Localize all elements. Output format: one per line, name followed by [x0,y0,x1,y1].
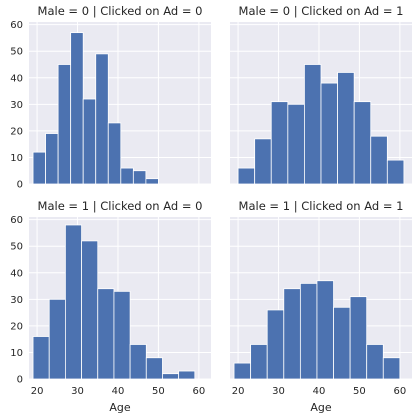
y-tick-label: 40 [10,73,23,84]
histogram-bar [45,133,59,185]
histogram-bar [333,306,351,380]
histogram-bar [316,280,334,380]
y-tick-label: 0 [17,180,23,191]
histogram-bar [81,240,99,380]
histogram-bar [162,373,180,380]
x-axis-label: Age [310,401,332,414]
facet-panel-1: Male = 0 | Clicked on Ad = 0 0 10 20 30 40 50 6… [10,4,211,191]
x-axis-label: Age [109,401,131,414]
histogram-bar [382,357,401,380]
histogram-bar [120,167,134,185]
histogram-bar [283,288,301,380]
histogram-bar [48,298,66,380]
histogram-bar [270,101,289,185]
panel-title: Male = 1 | Clicked on Ad = 1 [239,199,404,213]
histogram-bar [82,98,97,185]
y-tick-label: 20 [10,321,23,332]
panel-title: Male = 0 | Clicked on Ad = 1 [239,4,404,18]
y-tick-label: 20 [10,126,23,137]
y-tick-label: 30 [10,100,23,111]
histogram-bar [113,290,131,380]
histogram-bar [129,344,147,380]
histogram-bar [70,32,84,185]
y-tick-label: 50 [10,47,23,58]
x-tick-label: 30 [272,386,285,397]
histogram-bar [145,178,159,185]
y-tick-label: 60 [10,20,23,31]
x-tick-label: 20 [232,386,245,397]
y-tick-label: 60 [10,215,23,226]
x-tick-label: 60 [192,386,205,397]
histogram-bar [299,282,318,380]
histogram-bar [386,159,405,185]
histogram-bar [132,170,147,185]
y-tick-label: 50 [10,242,23,253]
histogram-bar [353,101,372,185]
histogram-bar [233,362,252,380]
x-tick-label: 40 [313,386,326,397]
histogram-bar [65,224,82,380]
histogram-bar [237,167,256,185]
histogram-bar [287,103,305,185]
histogram-bar [349,296,368,380]
histogram-bar [97,288,115,380]
histogram-bar [57,64,72,185]
histogram-bar [370,135,388,185]
x-tick-label: 60 [393,386,406,397]
x-tick-label: 50 [353,386,366,397]
histogram-bar [95,53,109,185]
y-tick-label: 40 [10,268,23,279]
x-tick-label: 30 [71,386,84,397]
histogram-bar [320,82,338,185]
facet-panel-2: Male = 0 | Clicked on Ad = 1 [230,4,412,185]
y-tick-label: 10 [10,348,23,359]
histogram-bar [254,138,272,185]
histogram-bar [337,72,355,185]
histogram-bar [32,336,50,380]
y-tick-label: 0 [17,375,23,386]
histogram-bar [145,357,163,380]
histogram-bar [32,151,46,185]
panel-title: Male = 1 | Clicked on Ad = 0 [38,199,203,213]
histogram-bar [250,344,268,380]
histogram-bar [178,370,196,380]
y-tick-label: 30 [10,295,23,306]
y-tick-label: 10 [10,153,23,164]
x-tick-label: 20 [31,386,44,397]
panel-title: Male = 0 | Clicked on Ad = 0 [38,4,203,18]
histogram-bar [266,309,285,380]
histogram-bar [304,64,322,185]
histogram-bar [107,122,122,185]
facet-panel-4: Male = 1 | Clicked on Ad = 1 20 30 40 50 60 Ag… [230,199,412,414]
x-tick-label: 50 [152,386,165,397]
x-tick-label: 40 [112,386,125,397]
facet-panel-3: Male = 1 | Clicked on Ad = 0 0 10 20 30 40 50 6… [10,199,211,414]
histogram-bar [366,344,384,380]
